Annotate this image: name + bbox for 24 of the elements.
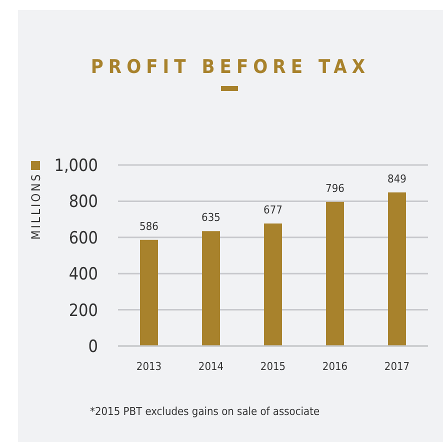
y-tick-label: 0 — [88, 337, 98, 358]
chart-title: PROFIT BEFORE TAX — [90, 56, 372, 78]
x-tick-label: 2016 — [322, 360, 348, 373]
data-label: 586 — [140, 220, 158, 233]
text: *2015 PBT excludes gains on sale of associate — [90, 405, 320, 418]
y-axis-title: MILLIONS — [29, 172, 43, 240]
y-tick-label: 800 — [68, 192, 98, 212]
x-tick-label: 2015 — [260, 360, 286, 373]
x-tick-label: 2017 — [384, 360, 410, 373]
data-label: 635 — [202, 211, 220, 224]
x-tick-label: 2013 — [136, 360, 162, 373]
y-tick-label: 400 — [68, 264, 98, 285]
y-tick-label: 600 — [68, 228, 98, 248]
bar — [388, 192, 406, 346]
data-label: 849 — [388, 172, 406, 186]
bar — [264, 223, 282, 346]
bar — [326, 202, 344, 346]
y-tick-label: 200 — [68, 300, 98, 321]
x-tick-label: 2014 — [198, 360, 224, 373]
data-label: 796 — [326, 182, 344, 195]
data-label: 677 — [264, 203, 282, 216]
y-tick-label: 1,000 — [54, 156, 98, 176]
bar — [202, 231, 220, 346]
bar — [140, 240, 158, 346]
